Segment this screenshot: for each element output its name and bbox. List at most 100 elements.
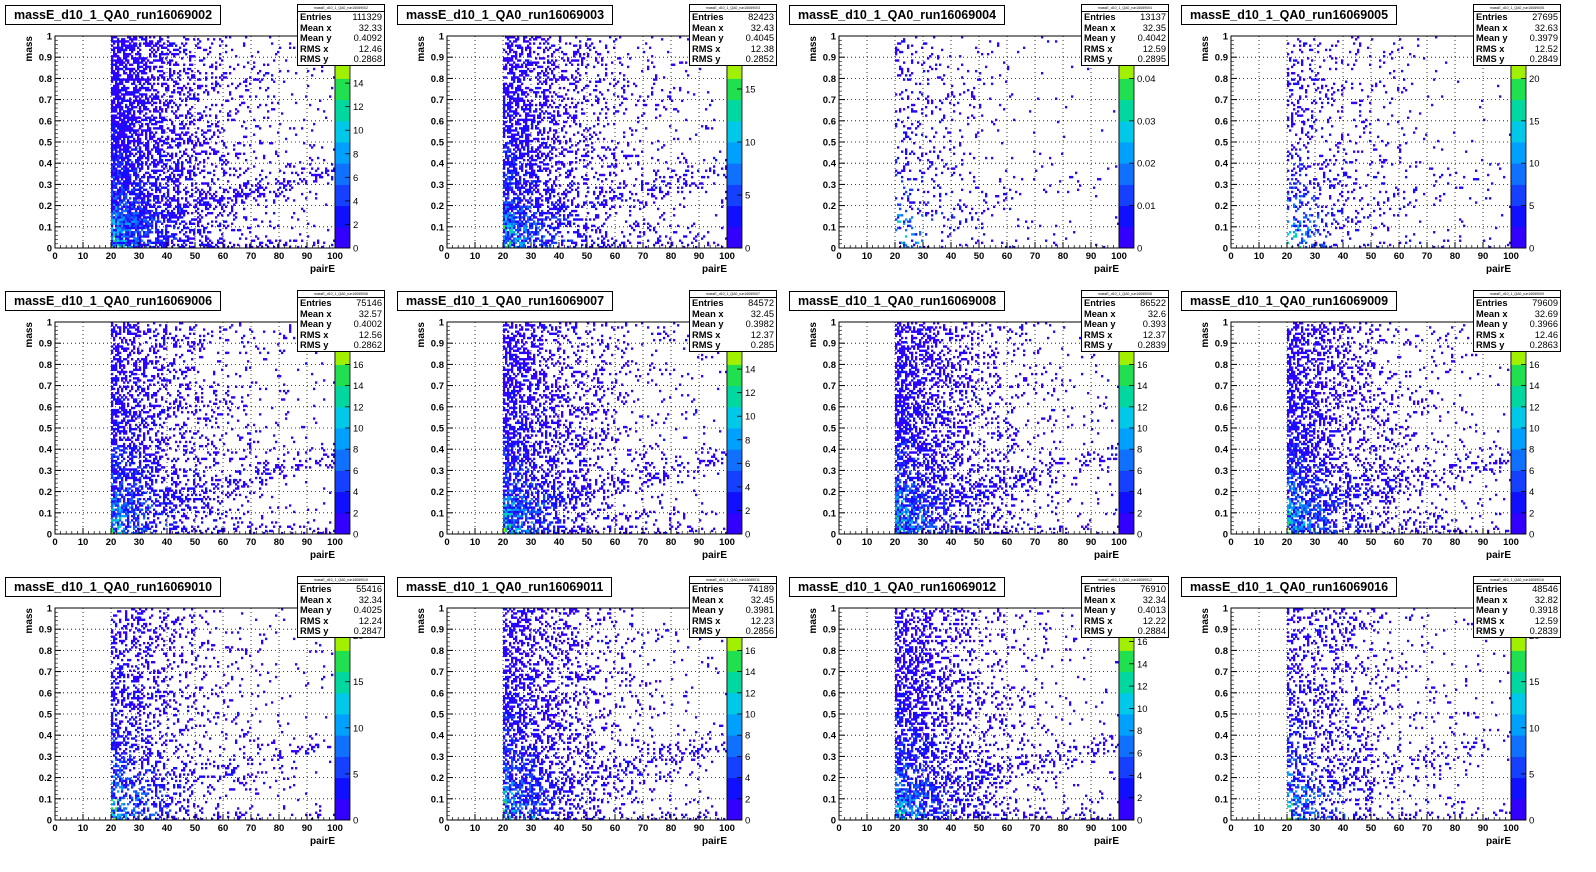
color-scale-segment — [1119, 177, 1134, 182]
color-scale-segment — [727, 696, 742, 701]
x-tick-label: 80 — [274, 251, 285, 262]
color-scale-segment — [727, 163, 742, 168]
color-scale-segment — [727, 657, 742, 662]
y-tick-label: 0.3 — [823, 466, 836, 477]
stats-label: Entries — [692, 298, 724, 309]
color-scale-segment — [727, 728, 742, 733]
color-scale-segment — [1511, 420, 1526, 425]
y-tick-label: 0.5 — [431, 138, 445, 149]
color-scale-segment — [335, 530, 350, 535]
x-tick-label: 10 — [862, 537, 873, 548]
stats-label: RMS y — [300, 54, 328, 65]
color-scale-segment — [727, 428, 742, 433]
stats-value: 82423 — [748, 12, 774, 23]
color-scale-segment — [727, 209, 742, 214]
x-tick-label: 70 — [638, 537, 649, 548]
color-scale-segment — [1511, 159, 1526, 164]
color-scale-segment — [1511, 717, 1526, 722]
color-scale-segment — [1119, 438, 1134, 443]
stats-row: Mean x 32.33 — [298, 23, 384, 34]
chart-title: massE_d10_1_QA0_run16069012 — [789, 577, 1006, 597]
color-scale-segment — [1511, 519, 1526, 524]
color-scale-segment — [727, 205, 742, 210]
color-scale-segment — [1119, 473, 1134, 478]
color-scale-segment — [335, 519, 350, 524]
color-scale-segment — [727, 788, 742, 793]
color-scale-segment — [335, 661, 350, 666]
z-tick-label: 4 — [353, 487, 358, 498]
color-scale-segment — [1119, 127, 1134, 132]
x-tick-label: 50 — [1366, 537, 1377, 548]
color-scale-segment — [1511, 445, 1526, 450]
color-scale-segment — [335, 756, 350, 761]
color-scale-segment — [1511, 117, 1526, 122]
z-tick-label: 2 — [1529, 508, 1534, 519]
color-scale-segment — [335, 382, 350, 387]
color-scale-segment — [1119, 509, 1134, 514]
color-scale-segment — [1119, 396, 1134, 401]
color-scale-segment — [727, 396, 742, 401]
color-scale-segment — [727, 477, 742, 482]
z-tick-label: 0 — [1529, 816, 1534, 827]
color-scale-segment — [335, 805, 350, 810]
x-tick-label: 90 — [1478, 537, 1489, 548]
chart-panel: 0 10 20 30 40 50 60 70 80 90 100 0 0.1 0.2 0.3 0.4 0.5 0.… — [784, 572, 1176, 862]
z-tick-label: 12 — [1137, 682, 1148, 693]
color-scale-segment — [1119, 763, 1134, 768]
chart-panel: 0 10 20 30 40 50 60 70 80 90 100 0 0.1 0.2 0.3 0.4 0.5 0.… — [392, 0, 784, 290]
y-tick-label: 0.7 — [431, 667, 444, 678]
color-scale-segment — [1511, 756, 1526, 761]
stats-row: RMS y 0.2856 — [690, 626, 776, 637]
stats-row: Mean y 0.3982 — [690, 319, 776, 330]
z-tick-label: 14 — [1137, 381, 1148, 392]
x-tick-label: 40 — [162, 823, 173, 834]
color-scale-segment — [335, 134, 350, 139]
stats-value: 0.3918 — [1530, 605, 1558, 616]
z-tick-label: 20 — [1529, 74, 1540, 85]
color-scale-segment — [727, 671, 742, 676]
x-tick-label: 40 — [946, 537, 957, 548]
color-scale-segment — [1119, 403, 1134, 408]
color-scale-segment — [1511, 646, 1526, 651]
z-tick-label: 15 — [1529, 116, 1540, 127]
x-tick-label: 50 — [974, 537, 985, 548]
stats-label: Mean x — [1084, 595, 1116, 606]
stats-label: RMS x — [1084, 616, 1112, 627]
color-scale-segment — [1119, 159, 1134, 164]
x-tick-label: 90 — [1086, 251, 1097, 262]
color-scale-segment — [335, 96, 350, 101]
stats-label: Mean x — [1084, 23, 1116, 34]
color-scale-segment — [727, 791, 742, 796]
color-scale-segment — [1119, 371, 1134, 376]
color-scale-segment — [1119, 816, 1134, 821]
x-tick-label: 0 — [444, 537, 449, 548]
color-scale-segment — [727, 484, 742, 489]
stats-label: Mean y — [1476, 33, 1508, 44]
x-tick-label: 0 — [1228, 537, 1233, 548]
color-scale-segment — [1119, 678, 1134, 683]
y-tick-label: 0.8 — [1215, 646, 1228, 657]
color-scale-segment — [727, 223, 742, 228]
y-tick-label: 0 — [831, 816, 836, 827]
x-tick-label: 20 — [890, 537, 901, 548]
color-scale-segment — [727, 445, 742, 450]
color-scale-segment — [1119, 463, 1134, 468]
y-tick-label: 0 — [439, 530, 444, 541]
color-scale-segment — [1511, 131, 1526, 136]
y-axis-label: mass — [808, 36, 819, 62]
y-tick-label: 0.8 — [39, 646, 52, 657]
color-scale-segment — [335, 812, 350, 817]
color-scale-segment — [1511, 145, 1526, 150]
y-tick-label: 0.7 — [1215, 95, 1228, 106]
stats-label: Entries — [692, 584, 724, 595]
color-scale-segment — [335, 696, 350, 701]
stats-value: 111329 — [352, 12, 382, 23]
heatmap-cells — [111, 608, 336, 821]
color-scale-segment — [1119, 149, 1134, 154]
x-tick-label: 90 — [1478, 823, 1489, 834]
color-scale-segment — [727, 523, 742, 528]
x-tick-label: 30 — [526, 537, 537, 548]
color-scale-segment — [1119, 353, 1134, 358]
color-scale-segment — [335, 420, 350, 425]
color-scale-segment — [335, 357, 350, 362]
